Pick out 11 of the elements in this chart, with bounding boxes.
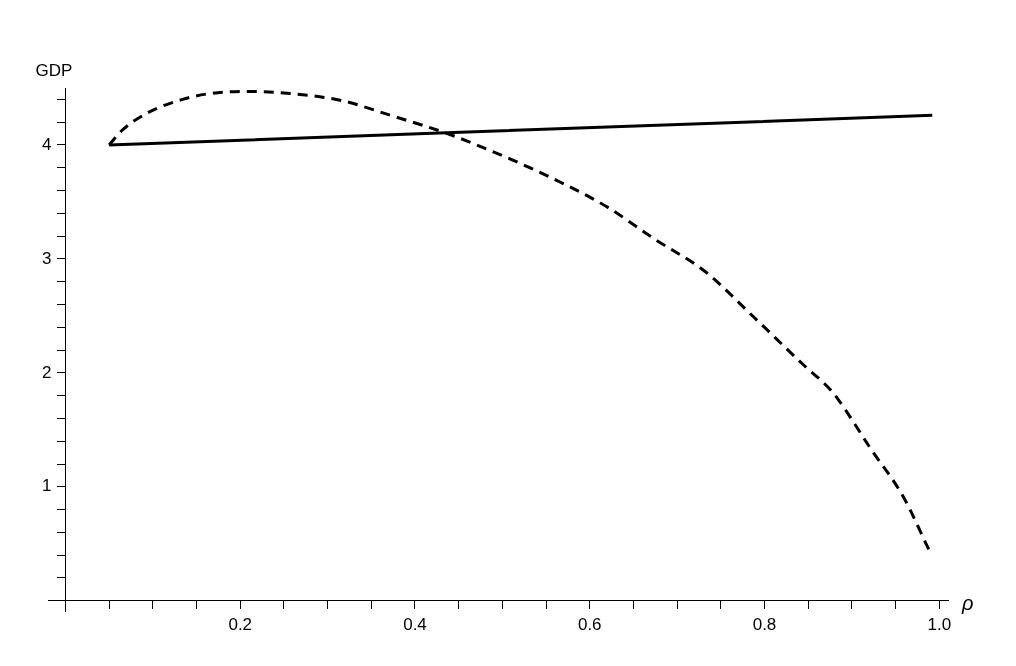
x-tick-label: 0.6	[577, 614, 602, 634]
y-tick-label: 1	[42, 476, 52, 496]
x-tick-label: 1.0	[927, 614, 952, 634]
x-tick-label: 0.2	[228, 614, 253, 634]
x-tick-label: 0.8	[752, 614, 777, 634]
y-tick-label: 3	[42, 248, 52, 268]
x-axis-title: ρ	[961, 592, 974, 615]
x-tick-label: 0.4	[403, 614, 427, 634]
y-axis-title: GDP	[35, 61, 73, 81]
y-tick-label: 4	[42, 134, 52, 154]
y-tick-label: 2	[42, 362, 52, 382]
